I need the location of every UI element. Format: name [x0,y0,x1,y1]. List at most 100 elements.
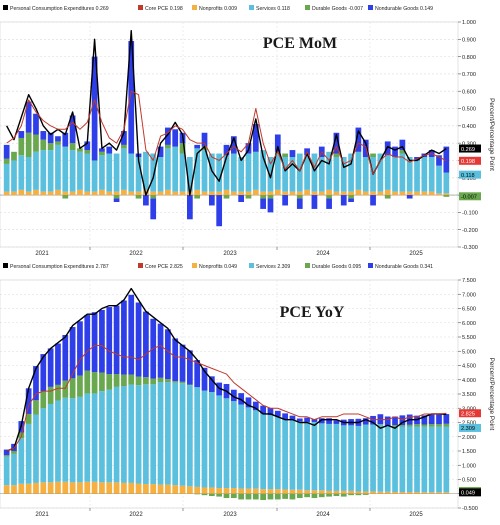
bar-durable-goods [165,144,171,149]
bar-nonprofits [194,486,201,494]
bar-nondurable-goods [25,388,32,414]
legend-label: Core PCE 2.825 [145,264,183,270]
bar-services [179,153,186,192]
bar-nonprofits [443,193,450,196]
bar-services [230,401,237,489]
bar-durable-goods [150,378,157,385]
bar-nonprofits [238,488,245,494]
bar-nondurable-goods [113,198,120,202]
bar-durable-goods [91,372,98,394]
bar-durable-goods [245,195,252,199]
bar-nondurable-goods [69,327,76,379]
bar-durable-goods [399,150,406,154]
bar-nonprofits [128,482,135,494]
bar-services [436,426,442,493]
bar-nondurable-goods [443,146,450,173]
bar-durable-goods [69,378,76,399]
value-badge-label: -0.007 [461,195,477,201]
bar-durable-goods [216,493,223,497]
chart-panel-2: 7.500 7.000 6.500 6.000 5.500 5.000 4.500 4.000… [0,261,500,518]
bar-durable-goods [135,376,142,386]
bar-services [428,157,435,192]
bar-nondurable-goods [252,401,259,411]
bar-nonprofits [421,191,428,196]
bar-durable-goods [428,424,435,427]
bar-durable-goods [99,372,105,392]
bar-nonprofits [77,189,83,196]
bar-nondurable-goods [274,410,281,417]
bar-services [69,398,76,483]
bar-services [99,391,105,483]
bar-nonprofits [267,191,274,196]
bar-services [289,419,296,490]
legend-label: Nonprofits 0.009 [199,6,237,12]
bar-nonprofits [304,189,310,196]
y-tick-label: 0.300 [462,141,476,147]
bar-durable-goods [121,144,127,149]
bar-durable-goods [99,151,105,156]
bar-nonprofits [3,191,10,196]
bar-services [282,157,288,192]
x-tick-label: 2025 [409,251,423,257]
y-tick-label: 0.400 [462,124,476,130]
bar-services [304,421,310,491]
bar-durable-goods [128,374,135,385]
bar-nonprofits [274,189,281,196]
bar-services [113,386,120,483]
bar-nonprofits [223,488,230,494]
value-badge [459,192,481,201]
bar-nondurable-goods [362,418,369,425]
bar-services [33,414,39,483]
bar-nonprofits [40,482,47,494]
bar-nondurable-goods [260,405,266,414]
bar-services [179,383,186,486]
legend-swatch [368,5,373,10]
bar-services [223,155,230,190]
bar-nonprofits [230,488,237,494]
bar-durable-goods [377,424,384,425]
bar-services [384,155,391,190]
bar-nonprofits [40,191,47,196]
bar-services [25,423,32,484]
bar-durable-goods [340,493,347,497]
bar-nondurable-goods [77,321,83,376]
bar-nondurable-goods [428,414,435,425]
bar-nondurable-goods [392,416,398,426]
bar-durable-goods [62,380,69,398]
bar-services [113,153,120,192]
y-tick-label: 1.000 [462,463,476,469]
legend-label: Nondurable Goods 0.341 [375,264,433,270]
bar-nondurable-goods [340,195,347,206]
bar-services [62,146,69,192]
bar-services [91,160,98,192]
bar-services [304,155,310,190]
bar-services [326,423,332,491]
bar-nondurable-goods [201,132,208,147]
legend-swatch [249,263,254,268]
bar-services [11,453,17,486]
legend-label: Services 0.118 [256,6,290,12]
bar-durable-goods [3,158,10,164]
bar-durable-goods [47,143,54,151]
value-badge-label: 2.825 [461,412,475,418]
bar-nondurable-goods [106,307,113,375]
bar-services [165,148,171,190]
bar-services [187,157,193,192]
y-tick-label: 5.000 [462,349,476,355]
line-personal-consumption-expenditures [6,287,447,452]
bar-durable-goods [84,150,91,154]
bar-nonprofits [260,489,266,494]
bar-nonprofits [296,489,303,494]
bar-durable-goods [296,493,303,499]
bar-nonprofits [355,491,362,494]
bar-services [260,150,266,192]
bar-durable-goods [77,375,83,397]
value-badge [459,409,481,418]
y-axis-label: Percent/Percentage Point [488,98,495,171]
bar-services [99,155,105,190]
bar-nondurable-goods [128,294,135,375]
bar-nondurable-goods [267,198,274,213]
bar-nonprofits [428,492,435,494]
y-tick-label: 0.800 [462,55,476,61]
